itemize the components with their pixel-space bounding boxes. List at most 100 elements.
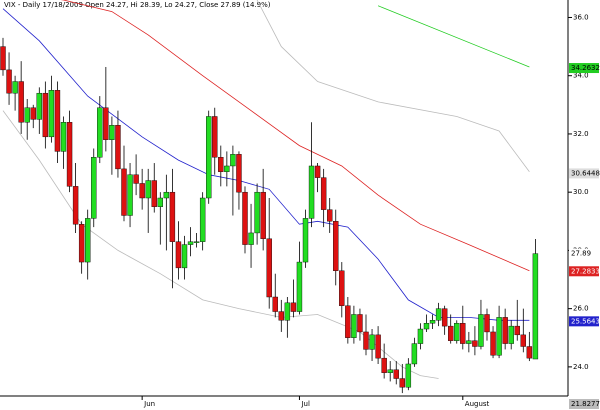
candle-body	[218, 157, 224, 172]
candle-body	[363, 331, 369, 350]
candle-body	[181, 244, 188, 269]
candle-body	[6, 69, 12, 94]
candle-body	[60, 122, 67, 152]
candle-body	[399, 378, 405, 388]
candle-body	[109, 125, 115, 140]
price-label-box	[569, 248, 599, 259]
y-tick-label: 30.0	[573, 188, 589, 196]
candle-body	[314, 165, 321, 178]
candle-body	[260, 191, 266, 239]
candle-body	[78, 224, 85, 263]
candle-body	[187, 241, 194, 245]
price-label-box	[569, 63, 599, 74]
price-label: 27.89	[571, 250, 591, 258]
price-label-box	[569, 399, 599, 409]
candle-body	[115, 125, 121, 170]
y-tick-label: 26.0	[573, 305, 589, 313]
candle-body	[351, 314, 357, 338]
candle-body	[54, 90, 61, 152]
candle-body	[423, 323, 430, 330]
y-tick-label: 36.0	[573, 13, 589, 21]
candle-body	[429, 320, 436, 324]
candle-body	[502, 317, 508, 344]
moving-average	[256, 0, 530, 173]
candle-body	[121, 168, 127, 216]
candle-body	[127, 174, 133, 216]
candle-body	[520, 334, 526, 347]
y-tick-label: 32.0	[573, 130, 589, 138]
candle-body	[327, 209, 333, 222]
candle-body	[157, 197, 164, 207]
candle-body	[417, 328, 424, 344]
candle-body	[472, 340, 478, 347]
candle-body	[357, 314, 363, 333]
candle-body	[532, 253, 539, 360]
candle-body	[345, 305, 351, 338]
candle-body	[393, 369, 399, 379]
candle-body	[103, 107, 109, 140]
x-tick-label: Jun	[143, 400, 155, 408]
candle-body	[36, 92, 42, 120]
candle-body	[212, 116, 218, 158]
candle-body	[375, 334, 381, 359]
candle-body	[236, 154, 242, 193]
candle-body	[411, 343, 418, 365]
candle-body	[242, 191, 248, 245]
candle-body	[266, 238, 272, 298]
candle-body	[224, 165, 230, 172]
candle-body	[0, 46, 6, 71]
candle-body	[254, 191, 260, 234]
price-label: 21.8277	[571, 400, 600, 408]
candle-body	[441, 308, 448, 327]
candle-body	[18, 81, 24, 123]
candle-body	[48, 90, 55, 138]
price-label-box	[569, 168, 599, 179]
candle-body	[193, 241, 200, 243]
candle-body	[284, 302, 291, 321]
x-tick-label: August	[465, 400, 490, 408]
candle-body	[272, 296, 278, 312]
candle-body	[84, 218, 91, 263]
candle-body	[369, 334, 375, 350]
candle-body	[435, 308, 442, 321]
candle-body	[339, 270, 345, 306]
y-tick-label: 24.0	[573, 363, 589, 371]
moving-average	[60, 0, 530, 272]
candle-body	[514, 325, 520, 336]
candle-body	[278, 311, 284, 321]
candle-body	[466, 340, 472, 344]
candle-body	[405, 363, 412, 388]
candle-body	[460, 323, 466, 344]
candle-body	[526, 346, 533, 359]
candle-body	[175, 241, 182, 269]
candle-body	[448, 325, 454, 341]
candle-body	[333, 221, 339, 271]
price-label: 27.2833	[571, 267, 600, 275]
candle-body	[508, 325, 514, 344]
chart-title: VIX - Daily 17/18/2009 Open 24.27, Hi 28…	[4, 1, 271, 9]
price-label: 30.6448	[571, 169, 600, 177]
price-label: 34.2632	[571, 64, 600, 72]
moving-average	[377, 5, 530, 68]
candle-body	[24, 107, 30, 123]
candle-body	[290, 302, 297, 312]
candle-body	[66, 122, 73, 187]
candle-body	[163, 191, 170, 199]
candle-body	[484, 314, 490, 333]
candle-body	[302, 218, 309, 263]
candle-body	[42, 92, 49, 138]
candle-body	[320, 177, 327, 210]
candle-body	[133, 174, 139, 184]
candle-body	[381, 357, 387, 373]
candle-body	[139, 183, 145, 199]
candle-body	[151, 180, 157, 207]
moving-average	[2, 8, 530, 321]
candle-body	[387, 369, 393, 373]
candle-body	[72, 186, 79, 225]
price-label-box	[569, 266, 599, 277]
candle-body	[490, 331, 496, 356]
candle-body	[205, 116, 212, 199]
